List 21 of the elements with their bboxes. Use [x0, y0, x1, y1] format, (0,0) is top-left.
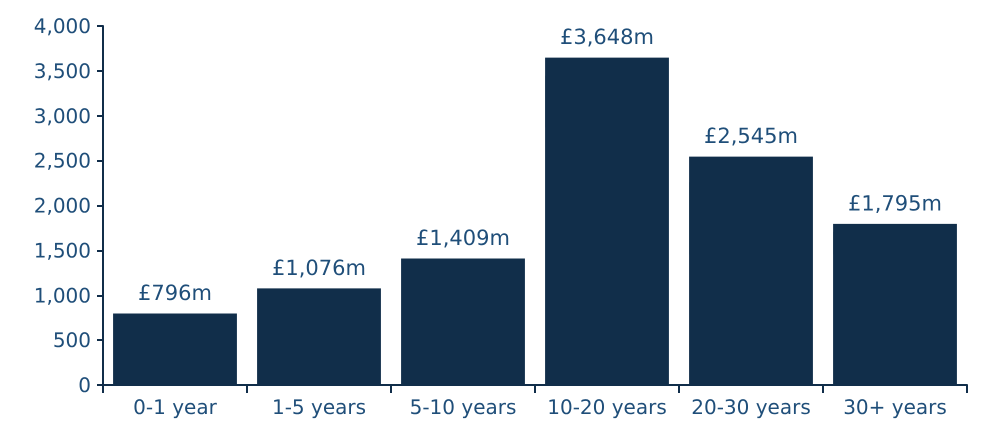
data-label: £796m — [138, 281, 212, 306]
y-tick-label: 1,000 — [34, 283, 91, 308]
y-tick-label: 2,000 — [34, 194, 91, 218]
y-tick-label: 3,000 — [34, 104, 91, 128]
y-tick-label: 2,500 — [34, 148, 91, 173]
data-label: £1,076m — [272, 256, 366, 280]
data-label: £2,545m — [704, 124, 798, 148]
x-tick-label: 0-1 year — [133, 395, 218, 419]
data-label: £3,648m — [560, 25, 654, 50]
y-tick-label: 3,500 — [34, 58, 91, 83]
x-tick-label: 30+ years — [843, 395, 947, 419]
y-tick-label: 500 — [52, 328, 91, 352]
x-tick-label: 5-10 years — [410, 395, 516, 419]
y-tick-label: 4,000 — [34, 14, 91, 38]
x-tick-label: 20-30 years — [691, 395, 811, 419]
data-label: £1,795m — [848, 191, 942, 216]
x-tick-label: 10-20 years — [547, 395, 667, 419]
y-tick-label: 0 — [78, 373, 91, 397]
y-tick-label: 1,500 — [34, 238, 91, 262]
data-label: £1,409m — [416, 226, 510, 250]
x-tick-label: 1-5 years — [272, 395, 366, 419]
